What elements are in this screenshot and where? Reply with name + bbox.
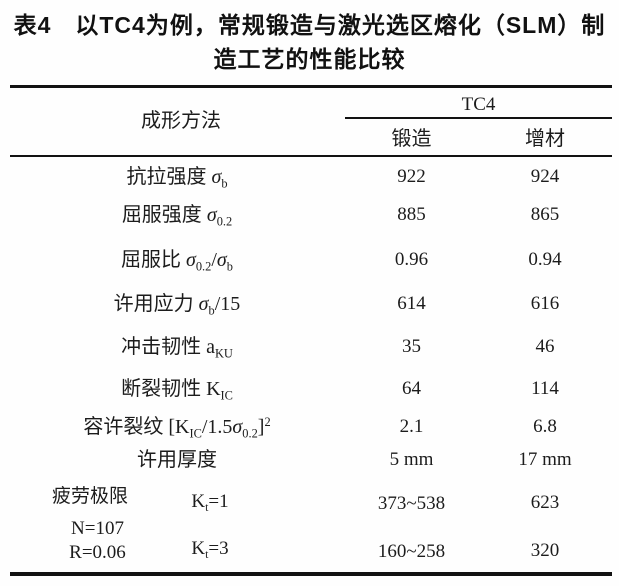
table-caption-line2: 造工艺的性能比较 bbox=[213, 46, 406, 72]
forging-value: 2.1 bbox=[399, 416, 424, 437]
fatigue-condition-r: R=0.06 bbox=[69, 542, 126, 563]
forging-value: 373~538 bbox=[377, 493, 446, 514]
kt-label: Kt=3 bbox=[191, 538, 229, 562]
header-col-forging: 锻造 bbox=[391, 128, 432, 150]
forging-value: 885 bbox=[397, 204, 426, 225]
table-top-rule bbox=[10, 85, 612, 88]
row-label: 断裂韧性 KIC bbox=[121, 378, 233, 403]
additive-value: 865 bbox=[530, 204, 560, 225]
row-label: 容许裂纹 [KIC/1.5σ0.2]2 bbox=[83, 415, 271, 441]
additive-value: 623 bbox=[530, 492, 560, 513]
additive-value: 6.8 bbox=[533, 416, 557, 437]
tc4-spanner-rule bbox=[345, 117, 612, 119]
table-bottom-rule bbox=[10, 572, 612, 576]
additive-value: 114 bbox=[531, 378, 559, 399]
forging-value: 5 mm bbox=[389, 449, 434, 470]
header-group-tc4: TC4 bbox=[461, 94, 496, 115]
forging-value: 35 bbox=[402, 336, 421, 357]
kt-label: Kt=1 bbox=[191, 491, 229, 515]
forging-value: 0.96 bbox=[394, 249, 429, 270]
fatigue-limit-label: 疲劳极限 bbox=[51, 486, 128, 507]
forging-value: 614 bbox=[397, 293, 426, 314]
forging-value: 160~258 bbox=[377, 541, 446, 562]
additive-value: 17 mm bbox=[518, 449, 572, 470]
table-caption-line1: 表4 以TC4为例，常规锻造与激光选区熔化（SLM）制 bbox=[13, 12, 606, 38]
row-label: 屈服比 σ0.2/σb bbox=[120, 249, 233, 274]
additive-value: 924 bbox=[530, 166, 560, 187]
forging-value: 922 bbox=[397, 166, 426, 187]
additive-value: 46 bbox=[535, 336, 555, 357]
header-bottom-rule bbox=[10, 155, 612, 157]
row-label: 许用厚度 bbox=[137, 449, 217, 471]
header-col-additive: 增材 bbox=[525, 128, 565, 150]
forging-value: 64 bbox=[402, 378, 421, 399]
row-label: 抗拉强度 σb bbox=[126, 166, 228, 191]
row-label: 许用应力 σb/15 bbox=[113, 293, 241, 318]
additive-value: 616 bbox=[530, 293, 560, 314]
fatigue-condition-n: N=107 bbox=[71, 518, 124, 539]
header-forming-method: 成形方法 bbox=[141, 110, 221, 132]
row-label: 冲击韧性 aKU bbox=[121, 336, 233, 361]
row-label: 屈服强度 σ0.2 bbox=[121, 204, 233, 229]
additive-value: 320 bbox=[530, 540, 560, 561]
additive-value: 0.94 bbox=[528, 249, 562, 270]
